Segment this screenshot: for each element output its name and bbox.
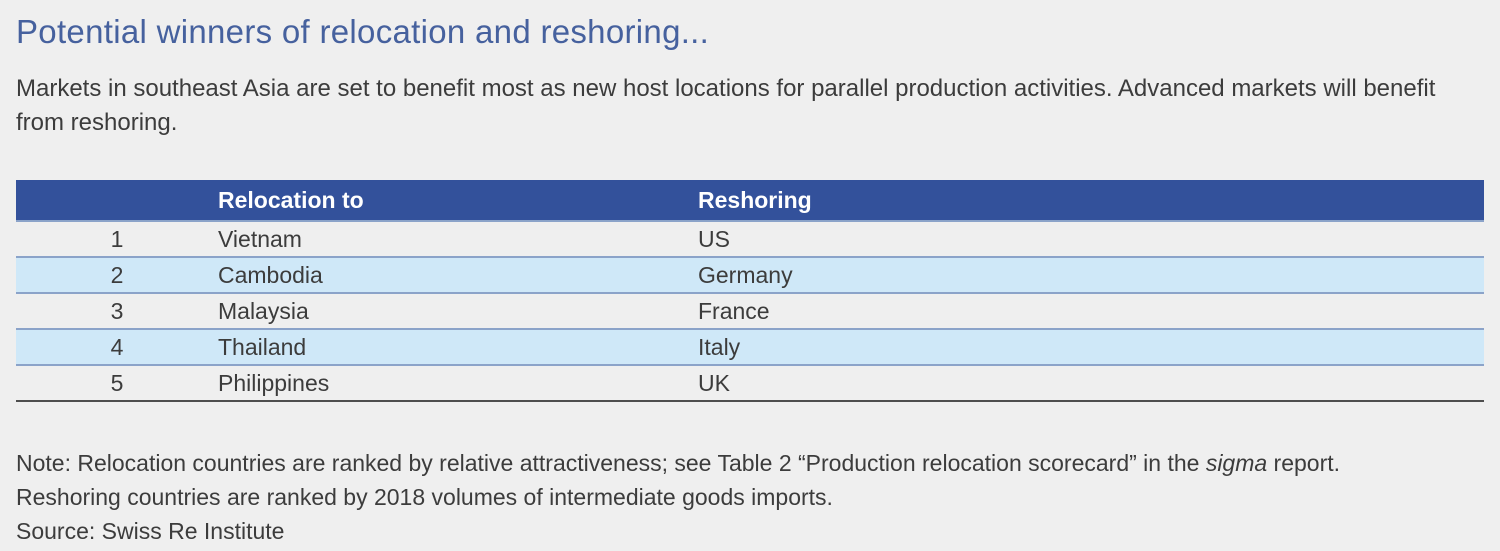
- reshoring-cell: US: [698, 220, 1484, 257]
- note-text-after-italic: report.: [1267, 450, 1341, 476]
- reshoring-cell: UK: [698, 364, 1484, 402]
- reshoring-cell: France: [698, 292, 1484, 329]
- relocation-column-header: Relocation to: [218, 180, 698, 221]
- rank-cell: 3: [16, 292, 218, 329]
- figure-title: Potential winners of relocation and resh…: [16, 13, 710, 50]
- rank-cell: 2: [16, 256, 218, 293]
- relocation-cell: Malaysia: [218, 292, 698, 329]
- table-header-row: Relocation to Reshoring: [16, 180, 1484, 221]
- note-line-1: Note: Relocation countries are ranked by…: [16, 446, 1484, 480]
- rank-cell: 1: [16, 220, 218, 257]
- rank-cell: 4: [16, 328, 218, 365]
- relocation-cell: Cambodia: [218, 256, 698, 293]
- note-text-before-italic: Note: Relocation countries are ranked by…: [16, 450, 1206, 476]
- relocation-cell: Vietnam: [218, 220, 698, 257]
- table-row: 2 Cambodia Germany: [16, 256, 1484, 293]
- table-row: 3 Malaysia France: [16, 292, 1484, 329]
- winners-table: Relocation to Reshoring 1 Vietnam US 2 C…: [16, 180, 1484, 402]
- figure-subtitle: Markets in southeast Asia are set to ben…: [16, 75, 1436, 136]
- source-line: Source: Swiss Re Institute: [16, 518, 285, 544]
- reshoring-cell: Germany: [698, 256, 1484, 293]
- table-row: 4 Thailand Italy: [16, 328, 1484, 365]
- table-row: 1 Vietnam US: [16, 220, 1484, 257]
- reshoring-column-header: Reshoring: [698, 180, 1484, 221]
- note-line-2: Reshoring countries are ranked by 2018 v…: [16, 484, 833, 510]
- note-italic-sigma: sigma: [1205, 450, 1268, 476]
- table-row: 5 Philippines UK: [16, 364, 1484, 402]
- relocation-cell: Philippines: [218, 364, 698, 402]
- rank-cell: 5: [16, 364, 218, 402]
- relocation-cell: Thailand: [218, 328, 698, 365]
- footnote-block: Note: Relocation countries are ranked by…: [16, 446, 1484, 548]
- reshoring-cell: Italy: [698, 328, 1484, 365]
- rank-column-header: [16, 180, 218, 221]
